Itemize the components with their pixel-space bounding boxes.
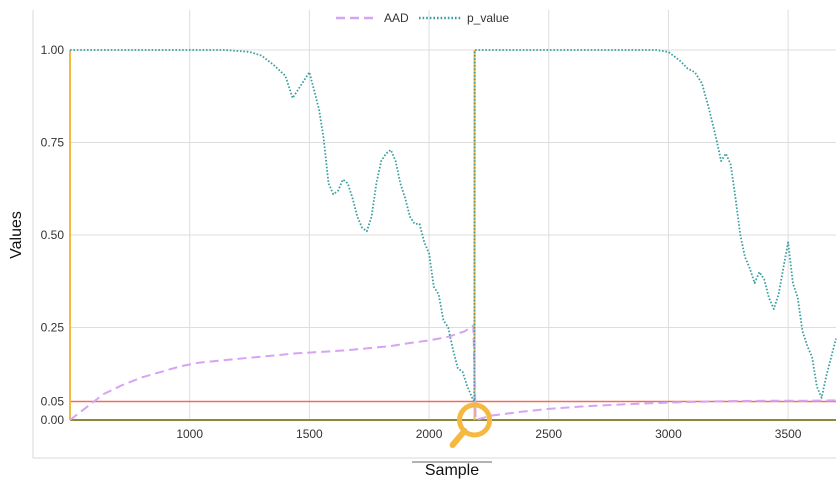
threshold-layer [70,400,836,421]
series-line-aad [69,324,837,421]
x-tick-label: 1000 [176,427,203,441]
icon-layer [449,402,493,448]
y-tick-label: 0.75 [41,136,65,150]
series-line-p-value [70,49,837,403]
y-axis-title: Values [8,211,25,259]
y-tick-label: 0.25 [41,321,65,335]
axes [32,10,836,463]
grid [70,10,836,421]
y-tick-label: 0.05 [41,395,65,409]
legend-label: p_value [467,11,509,25]
x-tick-label: 2500 [535,427,562,441]
magnifier-handle [449,428,468,448]
x-tick-label: 1500 [296,427,323,441]
legend-label: AAD [384,11,409,25]
x-tick-label: 3500 [775,427,802,441]
x-tick-label: 2000 [416,427,443,441]
tick-labels: 0.00 0.05 0.25 0.50 0.75 1.00 1000 1500 2000 2500… [41,43,802,441]
y-tick-label: 1.00 [41,43,65,57]
series-layer [69,49,837,421]
legend: AAD p_value [336,11,509,25]
x-axis-title: Sample [425,462,479,479]
magnifier-icon [449,402,493,448]
y-tick-label: 0.50 [41,228,65,242]
x-tick-label: 3000 [655,427,682,441]
y-tick-label: 0.00 [41,413,65,427]
magnifier-lens [457,402,493,438]
